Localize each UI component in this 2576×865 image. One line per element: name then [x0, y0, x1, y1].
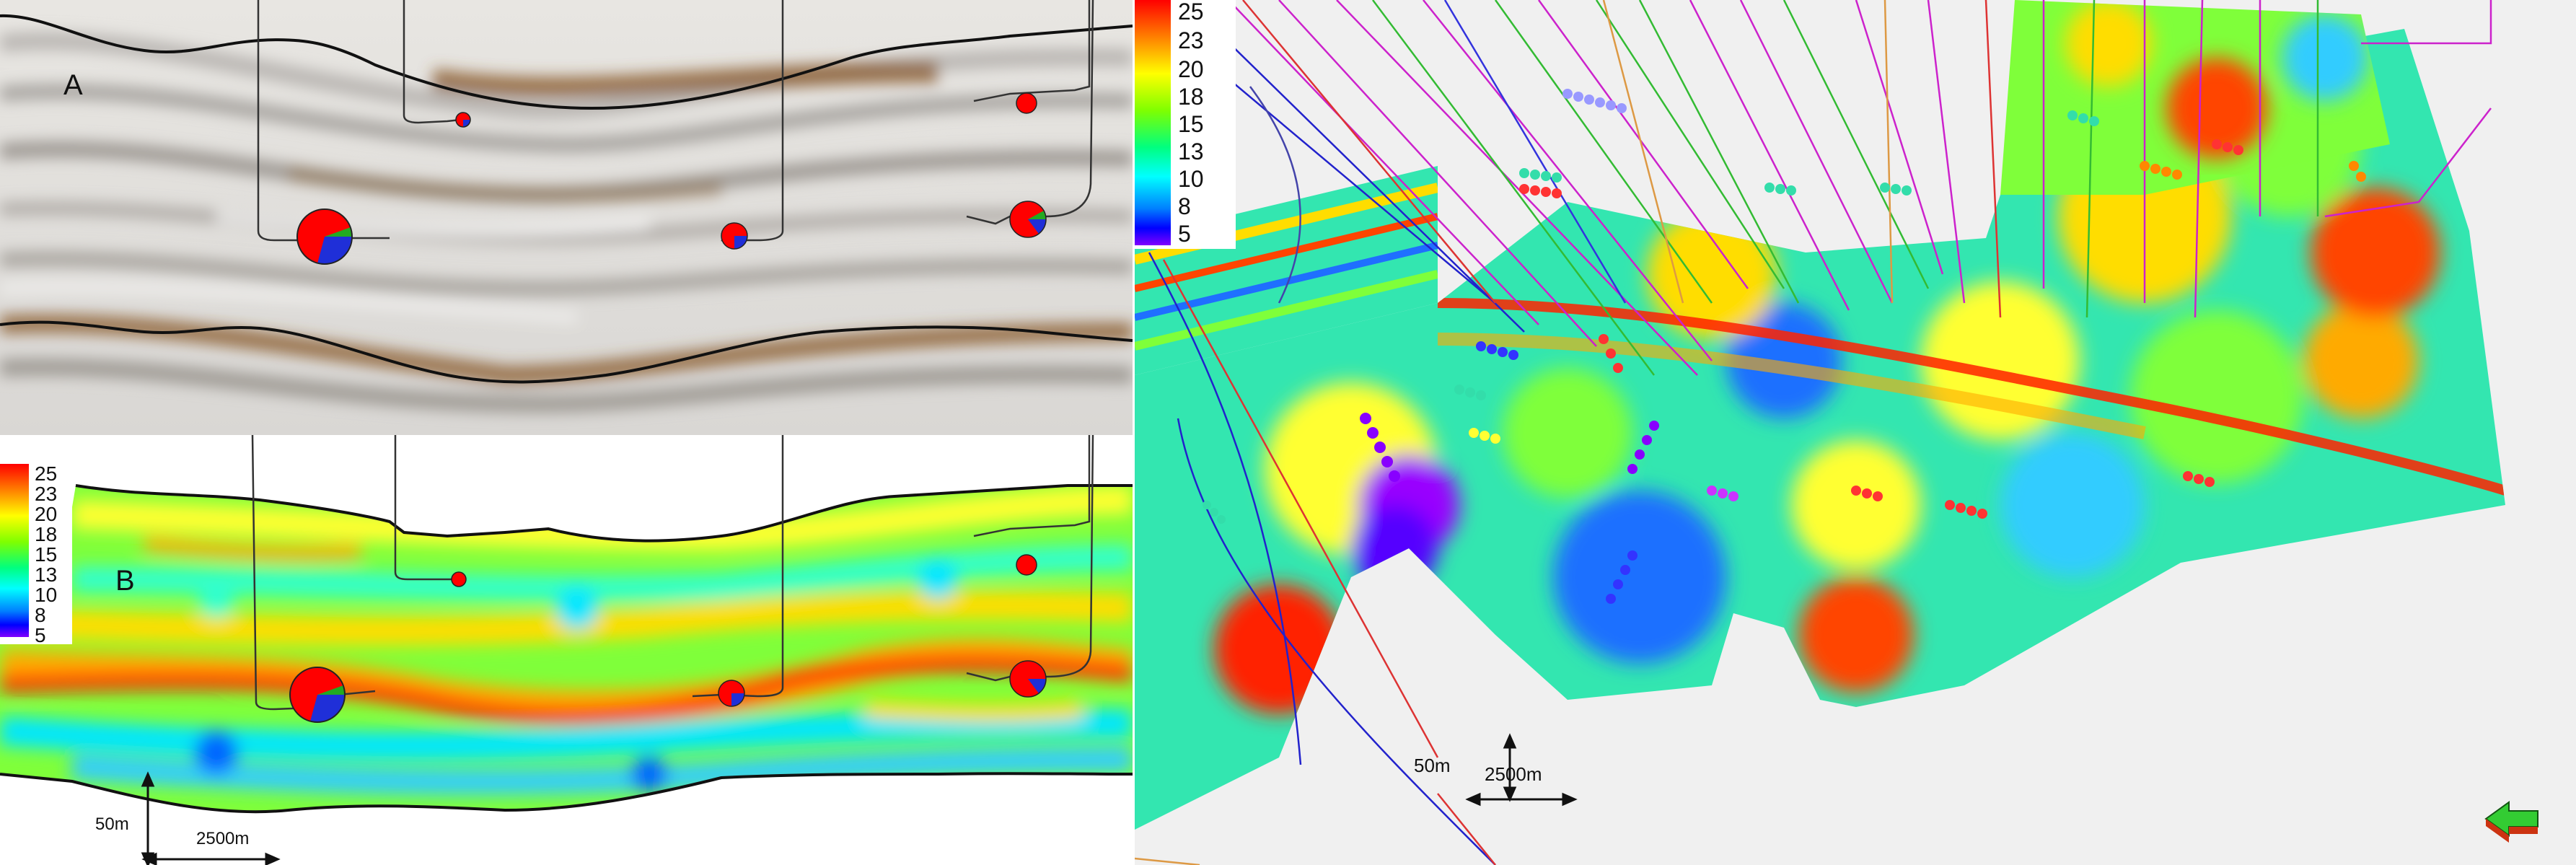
legend-b-tick: 18	[35, 523, 58, 545]
well-trajectories-3d	[1135, 0, 2492, 865]
legend-b-tick: 20	[35, 503, 58, 525]
legend-3d: 25 23 20 18 15 13 10 8 5	[1135, 0, 1236, 249]
top-horizon-line	[0, 14, 1133, 110]
legend-3d-tick: 10	[1178, 166, 1204, 192]
legend-b-tick: 5	[35, 624, 46, 646]
pie-chart-well-1	[296, 208, 353, 265]
scale-bar-b-vertical-label: 50m	[95, 814, 129, 834]
legend-3d-tick: 8	[1178, 193, 1191, 219]
panel-a-seismic-section: A	[0, 0, 1133, 435]
legend-3d-color-bar	[1135, 0, 1171, 245]
well-trajectories	[257, 0, 1094, 247]
lower-boundary-line	[0, 772, 1133, 814]
legend-3d-tick: 13	[1178, 139, 1204, 164]
panel-b-letter: B	[115, 565, 135, 597]
attribute-color-bands	[0, 486, 1133, 794]
legend-b-tick: 13	[35, 563, 58, 586]
back-wall-section	[2000, 0, 2390, 195]
pie-chart-well-4	[1016, 92, 1037, 114]
pie-chart-b-well-2	[451, 571, 467, 587]
legend-b-tick: 15	[35, 543, 58, 566]
pie-chart-well-5	[1009, 201, 1047, 238]
legend-b: 25 23 20 18 15 13 10 8 5	[0, 462, 72, 646]
pie-chart-well-2	[455, 112, 471, 128]
pie-chart-well-3	[721, 222, 748, 250]
panel-b-attribute-section: B 50m 2500m 25 23 20 18 15 13 10 8 5	[0, 435, 1133, 865]
well-bead-markers	[1203, 89, 2366, 604]
legend-3d-tick: 25	[1178, 0, 1204, 25]
orientation-arrow-icon	[2484, 801, 2538, 843]
scale-bar-b-horizontal-label: 2500m	[196, 829, 250, 848]
legend-b-tick: 25	[35, 462, 58, 485]
legend-b-tick: 23	[35, 483, 58, 505]
attribute-section-image	[0, 435, 1133, 865]
seismic-reflector-bands	[0, 32, 1133, 413]
volume-3d-image	[1135, 0, 2538, 865]
panel-3d-volume-view: 50m 2500m 25 23 20 18 15 13 10 8 5	[1135, 0, 2576, 865]
bottom-horizon-line	[0, 320, 1133, 384]
legend-3d-tick: 20	[1178, 56, 1204, 82]
upper-boundary-line	[75, 484, 1133, 543]
pie-chart-b-well-4	[1016, 554, 1037, 576]
pie-chart-b-well-1	[289, 667, 346, 723]
seismic-section-image	[0, 0, 1133, 435]
scale-bar-3d-arrows	[1465, 733, 1578, 807]
legend-b-color-bar	[0, 464, 29, 637]
panel-a-letter: A	[63, 69, 83, 101]
scale-bar-3d-vertical-label: 50m	[1414, 755, 1451, 776]
legend-3d-tick: 18	[1178, 84, 1204, 110]
legend-b-tick: 8	[35, 604, 46, 626]
scale-bar-b-arrows	[141, 771, 281, 865]
legend-3d-tick: 15	[1178, 111, 1204, 137]
pie-chart-b-well-5	[1009, 660, 1047, 698]
legend-b-tick: 10	[35, 584, 58, 606]
pie-chart-b-well-3	[718, 680, 745, 707]
scale-bar-3d-horizontal-label: 2500m	[1485, 763, 1542, 785]
legend-3d-tick: 5	[1178, 221, 1191, 247]
legend-3d-tick: 23	[1178, 27, 1204, 53]
